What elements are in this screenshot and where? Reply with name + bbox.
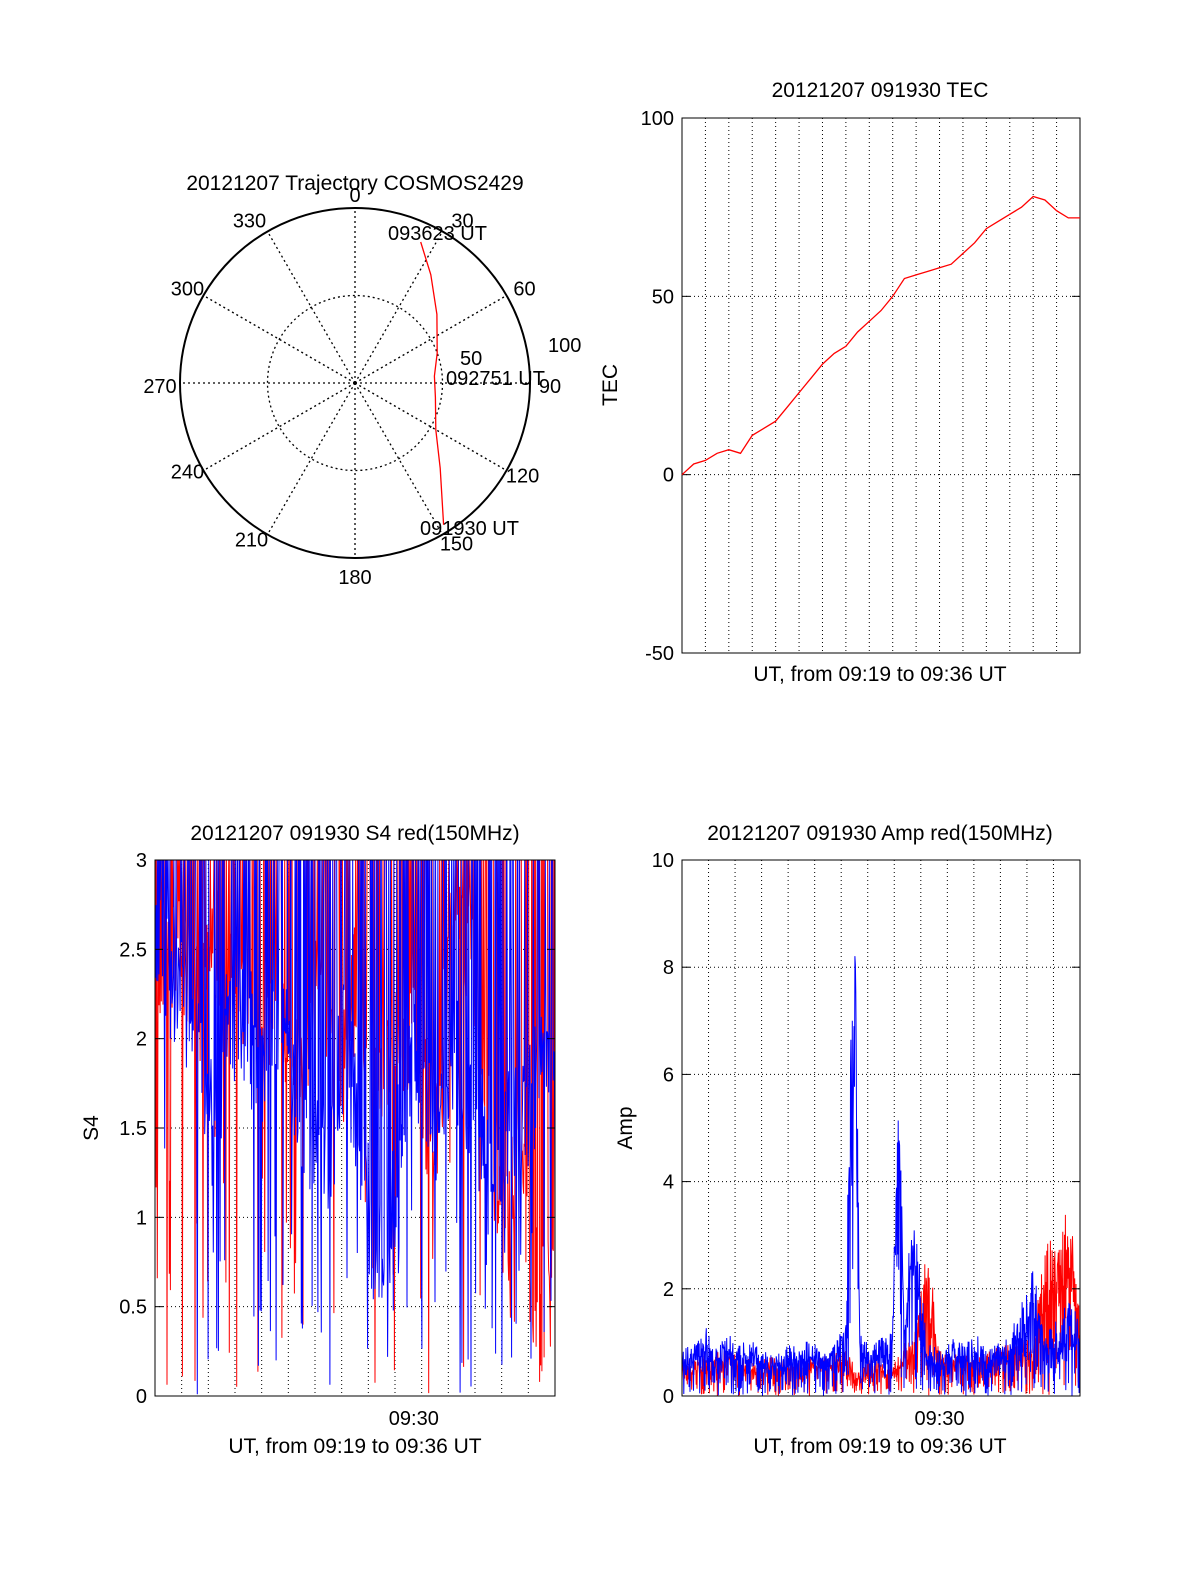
polar-spoke-240 [203,382,356,472]
s4-xtick-label: 09:30 [389,1408,439,1430]
polar-az-label-60: 60 [513,279,535,301]
s4-ytick-label-1: 1 [136,1207,147,1229]
amp-grid [682,859,1080,1397]
amp-xtick-label: 09:30 [914,1408,964,1430]
polar-az-label-150: 150 [440,534,473,556]
amp-xlabel: UT, from 09:19 to 09:36 UT [753,1435,1006,1458]
tec-panel: 20121207 091930 TEC -50 0 50 100 TEC UT, fr… [599,79,1081,686]
tec-plot-frame [681,117,1081,654]
tec-ytick-label-100: 100 [641,108,674,130]
s4-ytick-label-2: 2 [136,1029,147,1051]
s4-ytick-label-0.5: 0.5 [119,1297,147,1319]
amp-ytick-label-8: 8 [663,957,674,979]
polar-grid [180,208,530,558]
polar-az-label-240: 240 [171,462,204,484]
amp-ylabel: Amp [614,1106,637,1149]
amp-series-blue [681,956,1081,1396]
polar-az-label-0: 0 [349,185,360,207]
tec-ylabel: TEC [599,364,622,406]
amp-ytick-label-4: 4 [663,1172,674,1194]
polar-az-label-30: 30 [451,210,473,232]
polar-az-label-90: 90 [539,376,561,398]
polar-azimuth-labels: 0 30 60 90 120 150 180 210 240 270 300 330 [143,185,561,589]
polar-outer-ring [179,207,531,559]
s4-ytick-label-2.5: 2.5 [119,939,147,961]
polar-az-label-330: 330 [233,210,266,232]
amp-x-ticks: 09:30 [914,1408,964,1430]
s4-x-ticks: 09:30 [389,1408,439,1430]
polar-title: 20121207 Trajectory COSMOS2429 [186,172,523,195]
polar-radial-label-50: 50 [460,348,482,370]
tec-grid [682,117,1080,654]
polar-spoke-300 [203,294,356,384]
amp-ytick-label-6: 6 [663,1064,674,1086]
tec-ytick-label--50: -50 [645,643,674,665]
polar-ring-50 [266,294,444,472]
tec-ytick-label-50: 50 [652,286,674,308]
tec-series-line [681,195,1080,476]
polar-az-label-270: 270 [143,376,176,398]
track-label-mid: 092751 UT [446,368,545,390]
polar-az-label-120: 120 [506,466,539,488]
polar-spoke-60 [354,294,507,384]
tec-xlabel: UT, from 09:19 to 09:36 UT [753,663,1006,686]
s4-xlabel: UT, from 09:19 to 09:36 UT [228,1435,481,1458]
s4-y-ticks: 0 0.5 1 1.5 2 2.5 3 [119,850,555,1408]
s4-ytick-label-1.5: 1.5 [119,1118,147,1140]
polar-spoke-150 [354,382,444,535]
polar-az-label-300: 300 [171,279,204,301]
polar-spoke-120 [354,382,507,472]
polar-az-label-210: 210 [235,530,268,552]
s4-ytick-label-3: 3 [136,850,147,872]
amp-ytick-label-2: 2 [663,1279,674,1301]
tec-ytick-label-0: 0 [663,465,674,487]
s4-panel: 20121207 091930 S4 red(150MHz) 0 0.5 1 1.5 2… [80,822,556,1458]
track-label-end: 093623 UT [388,223,487,245]
tec-y-ticks: -50 0 50 100 [641,108,1080,665]
amp-plot-frame [681,859,1081,1397]
polar-spoke-30 [354,231,444,384]
amp-ytick-label-10: 10 [652,850,674,872]
amp-title: 20121207 091930 Amp red(150MHz) [707,822,1053,845]
s4-ylabel: S4 [80,1115,103,1141]
polar-spoke-210 [266,382,356,535]
polar-radial-label-100: 100 [548,335,581,357]
amp-series [681,956,1081,1396]
satellite-track [420,241,445,525]
s4-series [154,859,556,1395]
tec-title: 20121207 091930 TEC [772,79,989,102]
s4-ytick-label-0: 0 [136,1386,147,1408]
s4-series-blue [154,859,556,1395]
s4-title: 20121207 091930 S4 red(150MHz) [190,822,519,845]
amp-ytick-label-0: 0 [663,1386,674,1408]
polar-az-label-180: 180 [338,567,371,589]
polar-panel: 20121207 Trajectory COSMOS2429 0 30 60 90 12… [143,172,581,589]
amp-y-ticks: 0 2 4 6 8 10 [652,850,1080,1408]
track-label-start: 091930 UT [420,518,519,540]
amp-panel: 20121207 091930 Amp red(150MHz) 0246810 … [614,822,1081,1458]
polar-spoke-330 [266,231,356,384]
